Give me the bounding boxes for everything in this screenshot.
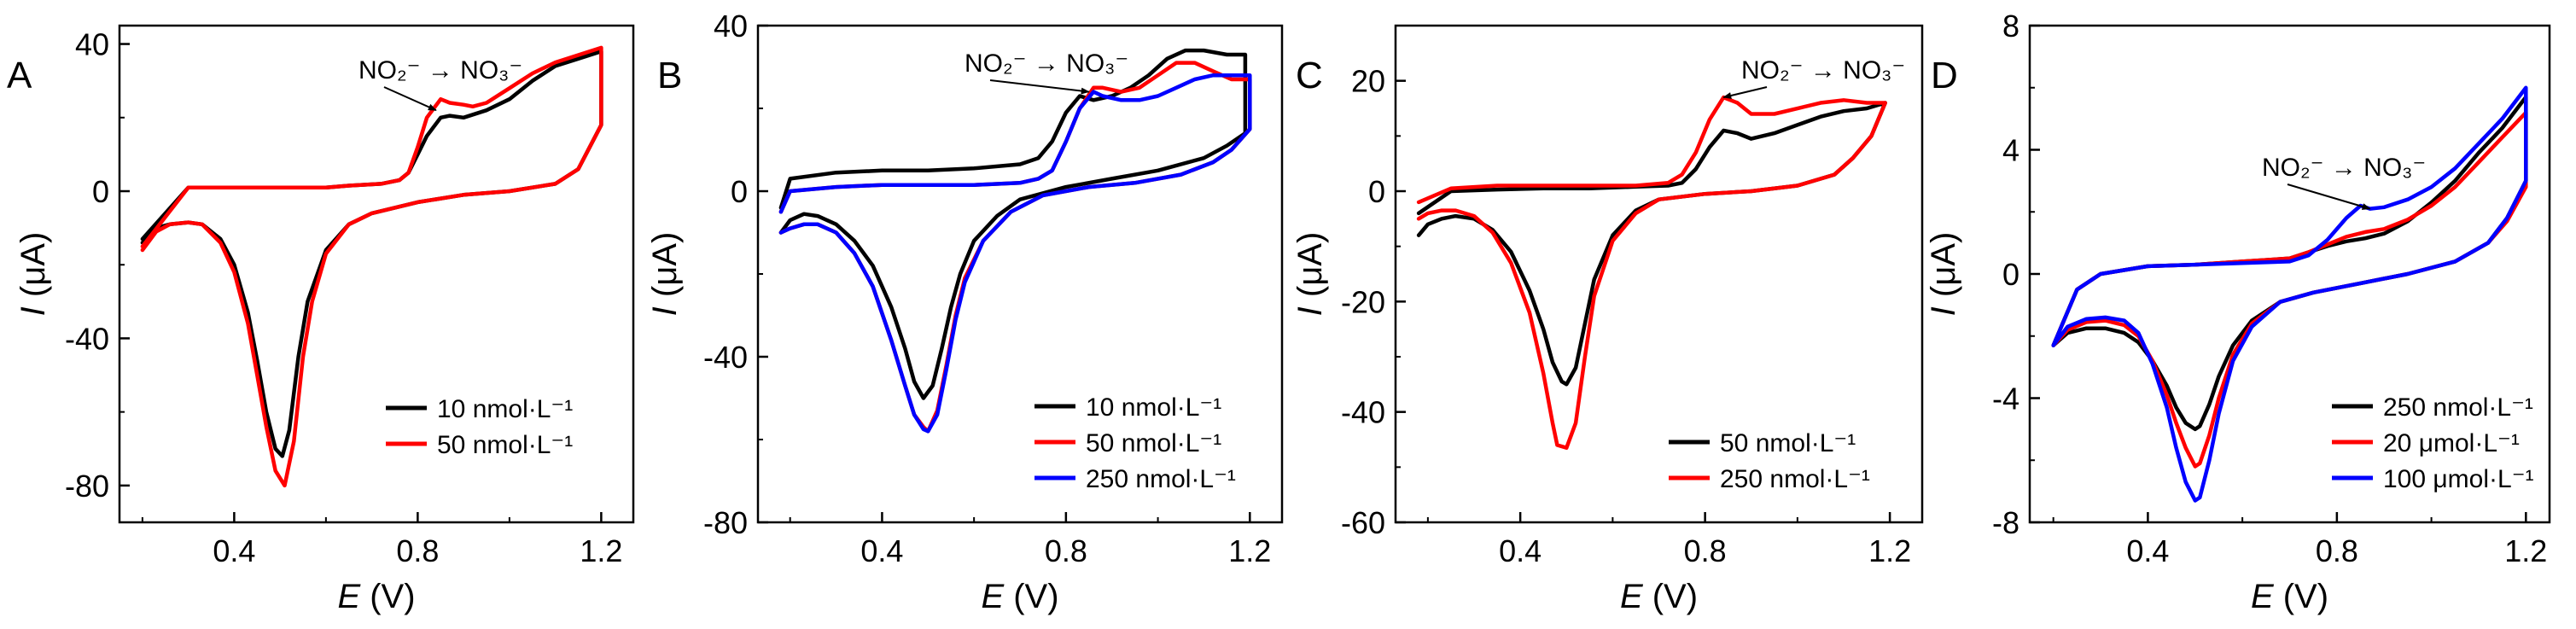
x-tick-label: 1.2 [2504,533,2547,568]
y-tick-label: -60 [1341,505,1385,540]
y-tick-label: -8 [1992,505,2019,540]
legend-label: 100 μmol·L⁻¹ [2383,465,2534,493]
x-axis-variable: E [2251,578,2275,615]
y-axis-title: I (μA) [15,232,52,317]
x-tick-label: 0.8 [1684,533,1727,568]
legend-label: 250 nmol·L⁻¹ [1086,465,1236,493]
y-tick-label: -40 [703,340,748,375]
x-tick-label: 0.4 [213,533,255,568]
y-tick-label: 0 [731,174,748,209]
series-line [140,45,603,488]
annotation-label: NO₂⁻ → NO₃⁻ [1741,56,1905,84]
x-axis-unit: (V) [1004,578,1058,615]
x-tick-label: 0.8 [1045,533,1087,568]
x-tick-label: 0.8 [2316,533,2358,568]
x-axis-variable: E [1620,578,1644,615]
series-line [2051,85,2528,503]
x-axis-title: E (V) [1620,578,1698,615]
y-tick-label: -80 [703,505,748,540]
legend-label: 50 nmol·L⁻¹ [1720,429,1856,457]
y-axis-variable: I [646,306,684,316]
y-tick-label: -40 [65,321,109,356]
y-tick-label: 0 [2002,257,2019,292]
panel-c: C 0.4 0.8 1.2 -60 -40 -20 0 20 E (V) I (μA) 50 nmol… [1291,24,1924,615]
panel-letter: D [1931,55,1958,96]
x-axis-title: E (V) [337,578,415,615]
series-line [778,73,1252,434]
x-axis-unit: (V) [2274,578,2328,615]
plot-frame [1394,24,1924,524]
y-axis-title: I (μA) [1291,232,1329,317]
x-axis-title: E (V) [981,578,1058,615]
y-tick-label: 40 [714,9,748,44]
y-tick-label: -20 [1341,284,1385,319]
y-axis-variable: I [1291,306,1329,316]
y-axis-title: I (μA) [646,232,684,317]
panel-a: A 0.4 0.8 1.2 -80 -40 0 40 E (V) I (μA) 10 nmol·L⁻… [7,24,635,615]
y-tick-label: 4 [2002,133,2019,168]
panel-b: B 0.4 0.8 1.2 -80 -40 0 40 E (V) I (μA) 10 nmol·L⁻… [646,9,1284,615]
x-tick-label: 0.4 [2126,533,2169,568]
x-tick-label: 0.4 [1499,533,1542,568]
panel-letter: A [7,55,32,96]
x-tick-label: 1.2 [580,533,622,568]
legend-label: 250 nmol·L⁻¹ [2383,393,2533,422]
y-tick-label: -4 [1992,381,2019,416]
y-axis-variable: I [15,306,52,316]
x-axis-title: E (V) [2251,578,2328,615]
y-tick-label: 20 [1351,64,1385,99]
x-axis-unit: (V) [1643,578,1698,615]
legend-label: 10 nmol·L⁻¹ [1086,393,1221,422]
annotation-label: NO₂⁻ → NO₃⁻ [358,56,522,84]
legend-label: 250 nmol·L⁻¹ [1720,465,1870,493]
annotation-arrow [383,86,437,112]
series-line [778,48,1248,400]
y-axis-unit: (μA) [1291,232,1329,306]
x-tick-label: 1.2 [1228,533,1271,568]
series-line [1416,95,1887,450]
x-axis-variable: E [337,578,361,615]
y-axis-title: I (μA) [1925,232,1962,317]
legend-label: 50 nmol·L⁻¹ [437,431,573,459]
y-tick-label: -40 [1341,395,1385,430]
y-axis-unit: (μA) [1925,232,1962,306]
y-tick-label: 0 [1368,174,1385,209]
legend-label: 20 μmol·L⁻¹ [2383,429,2520,457]
panel-letter: B [657,55,682,96]
annotation-arrow [989,79,1090,95]
annotation-arrow [1722,86,1768,99]
y-axis-unit: (μA) [15,232,52,306]
panel-letter: C [1296,55,1323,96]
y-tick-label: 8 [2002,9,2019,44]
x-tick-label: 0.4 [860,533,903,568]
series-line [1416,101,1887,387]
x-axis-variable: E [981,578,1005,615]
annotation-arrow [2287,183,2371,210]
y-tick-label: 40 [75,27,109,62]
y-tick-label: 0 [92,174,109,209]
legend-label: 10 nmol·L⁻¹ [437,395,573,423]
y-axis-unit: (μA) [646,232,684,306]
y-tick-label: -80 [65,469,109,504]
x-axis-unit: (V) [360,578,415,615]
x-tick-label: 1.2 [1868,533,1911,568]
legend-label: 50 nmol·L⁻¹ [1086,429,1221,457]
annotation-label: NO₂⁻ → NO₃⁻ [965,50,1128,78]
x-tick-label: 0.8 [396,533,439,568]
panel-d: D 0.4 0.8 1.2 -8 -4 0 4 8 E (V) I (μA) 250 nmol·L⁻¹… [1925,9,2551,615]
y-axis-variable: I [1925,306,1962,316]
plot-frame [118,24,635,524]
annotation-label: NO₂⁻ → NO₃⁻ [2262,154,2426,182]
